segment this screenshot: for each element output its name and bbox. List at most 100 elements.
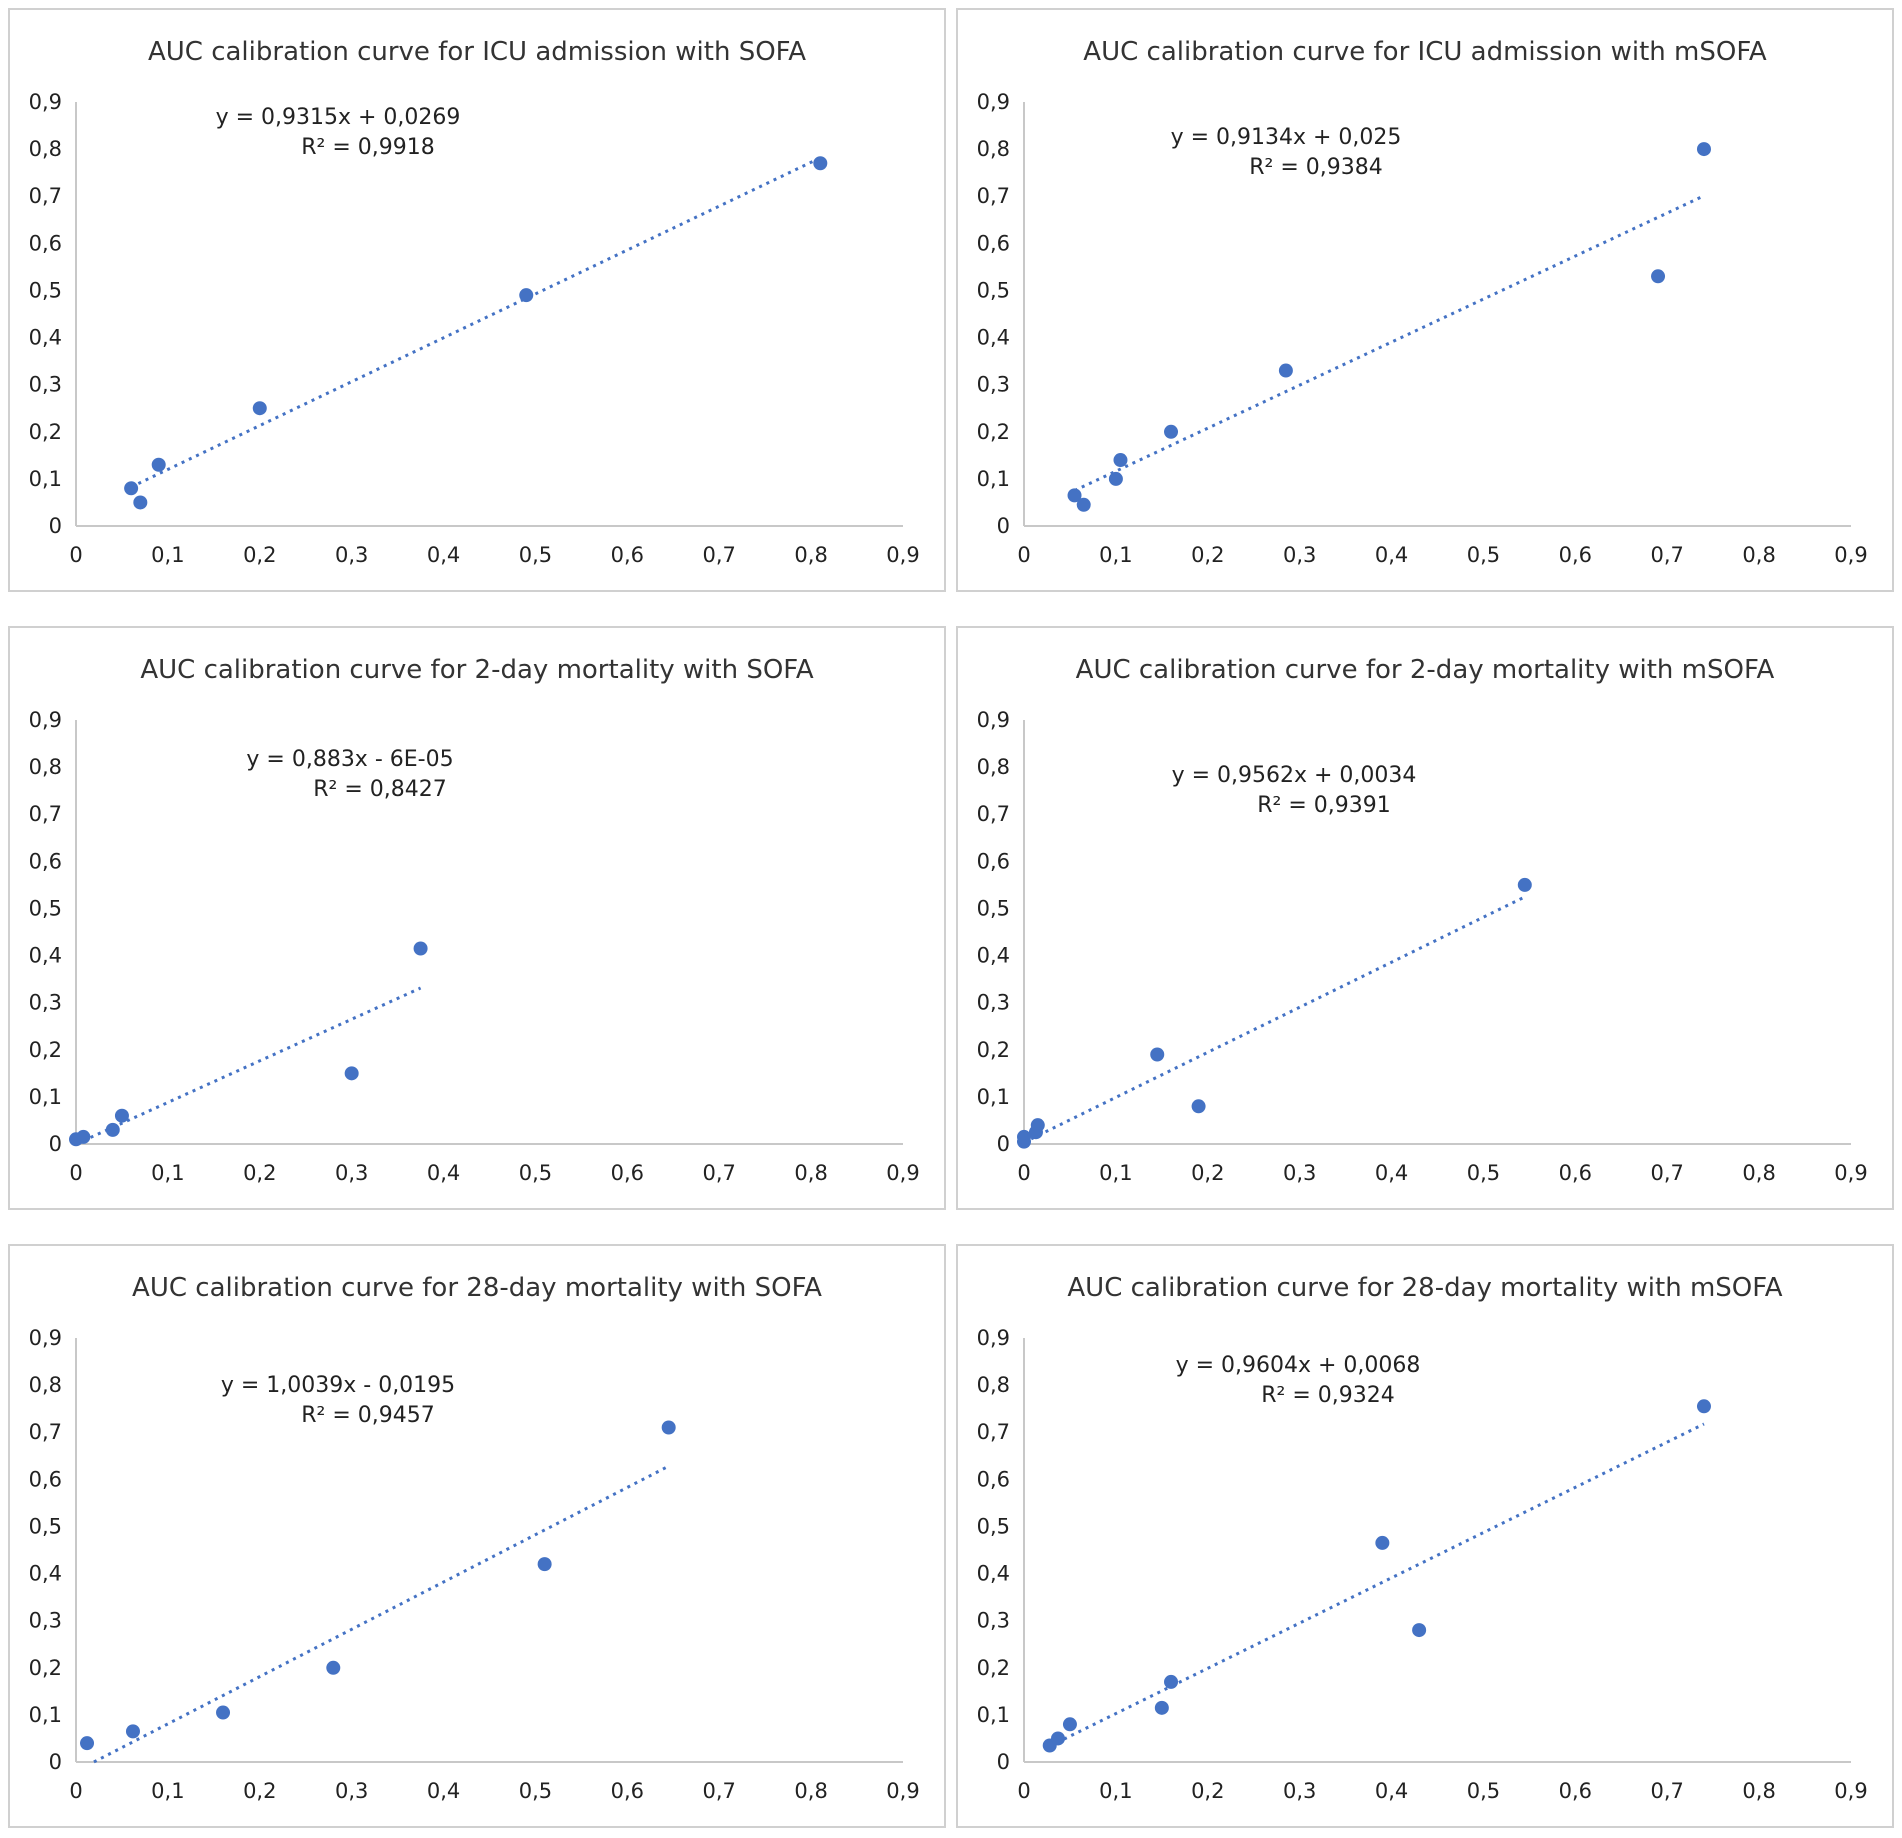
y-tick-label: 0	[997, 514, 1010, 538]
r-squared-label: R² = 0,9384	[1249, 155, 1383, 180]
chart-svg: AUC calibration curve for ICU admission …	[977, 37, 1868, 567]
data-point	[1375, 1535, 1390, 1550]
x-tick-label: 0,1	[1099, 543, 1132, 567]
y-tick-label: 0,4	[977, 326, 1010, 350]
x-tick-label: 0,8	[794, 1779, 827, 1803]
y-tick-label: 0,2	[29, 1656, 62, 1680]
x-tick-label: 0,9	[1834, 1161, 1867, 1185]
y-tick-label: 0,8	[29, 137, 62, 161]
x-tick-label: 0,9	[886, 543, 919, 567]
y-tick-label: 0,7	[29, 184, 62, 208]
y-tick-label: 0,9	[29, 90, 62, 114]
data-point	[133, 495, 148, 510]
x-tick-label: 0,4	[1375, 1779, 1408, 1803]
x-tick-label: 0,3	[335, 1161, 368, 1185]
x-tick-label: 0,5	[519, 1161, 552, 1185]
y-tick-label: 0,2	[29, 1038, 62, 1062]
trendline	[75, 986, 422, 1146]
r-squared-label: R² = 0,9324	[1261, 1383, 1395, 1408]
y-tick-label: 0	[997, 1750, 1010, 1774]
x-tick-label: 0,4	[1375, 543, 1408, 567]
x-tick-label: 0,7	[1651, 543, 1684, 567]
y-tick-label: 0,7	[977, 184, 1010, 208]
chart-title: AUC calibration curve for 28-day mortali…	[132, 1273, 822, 1303]
y-tick-label: 0,4	[29, 1562, 62, 1586]
x-tick-label: 0,8	[1742, 1161, 1775, 1185]
y-tick-label: 0,6	[977, 231, 1010, 255]
chart-title: AUC calibration curve for 28-day mortali…	[1067, 1273, 1782, 1303]
trend-equation: y = 1,0039x - 0,0195	[221, 1373, 455, 1398]
data-point	[1651, 269, 1666, 284]
y-tick-label: 0,1	[977, 467, 1010, 491]
x-tick-label: 0,4	[427, 1161, 460, 1185]
x-tick-label: 0,4	[1375, 1161, 1408, 1185]
data-point	[1150, 1047, 1165, 1062]
r-squared-label: R² = 0,9457	[301, 1403, 435, 1428]
chart-title: AUC calibration curve for 2-day mortalit…	[140, 655, 814, 685]
x-tick-label: 0	[1017, 543, 1030, 567]
data-point	[1164, 424, 1179, 439]
x-tick-label: 0,9	[1834, 1779, 1867, 1803]
x-tick-label: 0,1	[1099, 1161, 1132, 1185]
y-tick-label: 0,1	[29, 467, 62, 491]
y-tick-label: 0,7	[977, 802, 1010, 826]
trend-equation: y = 0,883x - 6E-05	[246, 747, 453, 772]
chart-svg: AUC calibration curve for ICU admission …	[29, 37, 920, 567]
x-tick-label: 0,3	[335, 1779, 368, 1803]
data-point	[1412, 1623, 1427, 1638]
y-tick-label: 0,8	[977, 1373, 1010, 1397]
y-tick-label: 0,5	[977, 896, 1010, 920]
data-point	[1062, 1717, 1077, 1732]
data-point	[344, 1066, 359, 1081]
x-tick-label: 0,6	[1559, 1779, 1592, 1803]
y-tick-label: 0,3	[29, 991, 62, 1015]
y-tick-label: 0,6	[29, 849, 62, 873]
x-tick-label: 0,5	[1467, 1779, 1500, 1803]
y-tick-label: 0,1	[977, 1085, 1010, 1109]
data-point	[1696, 1399, 1711, 1414]
x-tick-label: 0,6	[611, 543, 644, 567]
chart-panel-icu-msofa: AUC calibration curve for ICU admission …	[956, 8, 1894, 592]
x-tick-label: 0,7	[703, 1779, 736, 1803]
y-tick-label: 0,4	[29, 944, 62, 968]
x-tick-label: 0,2	[1191, 1779, 1224, 1803]
x-tick-label: 0,2	[243, 1779, 276, 1803]
y-tick-label: 0,3	[977, 1609, 1010, 1633]
y-tick-label: 0,4	[29, 326, 62, 350]
y-tick-label: 0,9	[977, 90, 1010, 114]
x-tick-label: 0,9	[886, 1779, 919, 1803]
y-tick-label: 0	[49, 1750, 62, 1774]
data-point	[537, 1557, 552, 1572]
chart-panel-2day-msofa: AUC calibration curve for 2-day mortalit…	[956, 626, 1894, 1210]
x-tick-label: 0,4	[427, 1779, 460, 1803]
data-point	[1517, 877, 1532, 892]
trendline	[1049, 1422, 1705, 1748]
x-tick-label: 0,6	[1559, 1161, 1592, 1185]
y-tick-label: 0,5	[29, 1514, 62, 1538]
x-tick-label: 0,7	[703, 543, 736, 567]
chart-svg: AUC calibration curve for 28-day mortali…	[977, 1273, 1868, 1803]
x-tick-label: 0,2	[1191, 1161, 1224, 1185]
y-tick-label: 0,6	[29, 231, 62, 255]
y-tick-label: 0,4	[977, 1562, 1010, 1586]
y-tick-label: 0,6	[977, 1467, 1010, 1491]
y-tick-label: 0,1	[977, 1703, 1010, 1727]
y-tick-label: 0,3	[29, 373, 62, 397]
data-point	[1017, 1129, 1031, 1144]
y-tick-label: 0,9	[29, 1326, 62, 1350]
trendline	[1073, 194, 1705, 492]
y-tick-label: 0,8	[977, 137, 1010, 161]
chart-title: AUC calibration curve for ICU admission …	[148, 37, 806, 67]
data-point	[1113, 453, 1128, 468]
x-tick-label: 0,9	[886, 1161, 919, 1185]
x-tick-label: 0,7	[1651, 1779, 1684, 1803]
x-tick-label: 0	[69, 1779, 82, 1803]
y-tick-label: 0,9	[29, 708, 62, 732]
x-tick-label: 0,3	[1283, 1779, 1316, 1803]
data-point	[1030, 1118, 1045, 1133]
data-point	[519, 288, 534, 303]
chart-panel-icu-sofa: AUC calibration curve for ICU admission …	[8, 8, 946, 592]
trendline	[1023, 895, 1526, 1144]
r-squared-label: R² = 0,9918	[301, 135, 435, 160]
x-tick-label: 0,8	[1742, 543, 1775, 567]
